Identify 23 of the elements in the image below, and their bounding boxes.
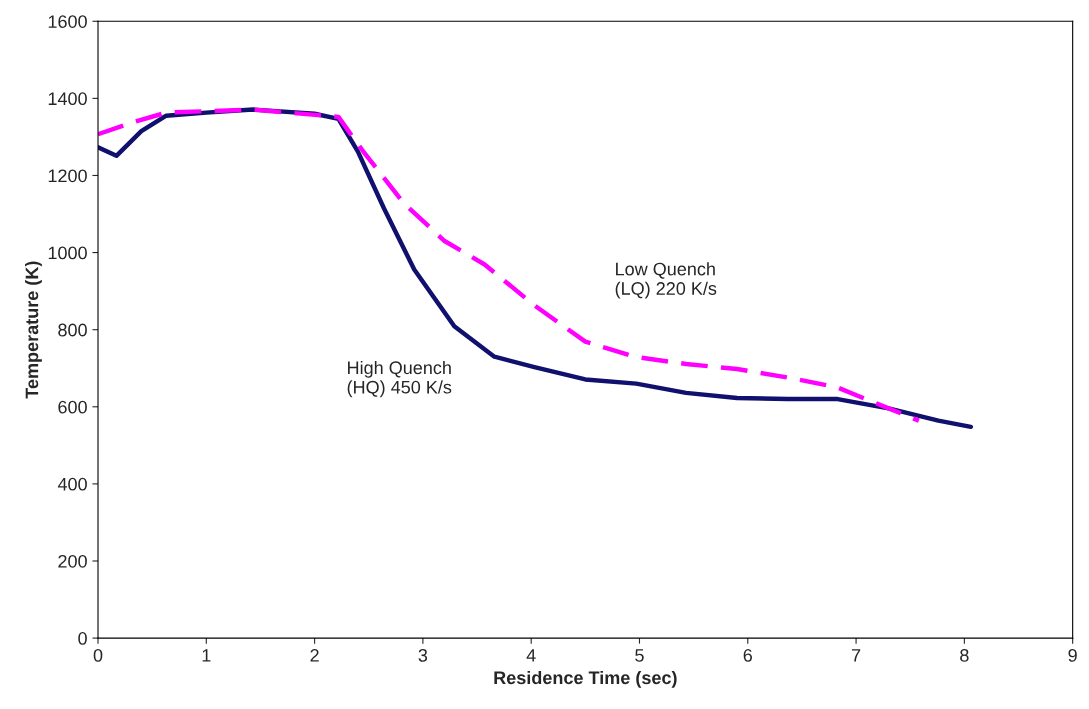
x-tick-label: 1: [202, 649, 211, 662]
y-tick-label: 0: [78, 632, 87, 645]
text: Low Quench (LQ) 220 K/s: [615, 262, 717, 299]
x-tick-label: 4: [526, 649, 536, 662]
x-tick-label: 6: [743, 648, 753, 662]
x-tick-label: 9: [1068, 648, 1077, 662]
series-label: High Quench (HQ) 450 K/s: [347, 360, 452, 398]
y-tick-label: 200: [58, 554, 87, 568]
x-tick-label: 3: [418, 648, 428, 662]
y-tick-label: 1600: [48, 15, 87, 28]
x-tick-label: 7: [851, 649, 861, 662]
y-tick-label: 400: [57, 477, 87, 491]
y-tick-label: 1000: [48, 246, 87, 260]
y-tick-label: 600: [58, 400, 87, 414]
y-tick-label: 800: [58, 323, 87, 337]
x-tick-label: 2: [310, 648, 319, 662]
x-tick-label: 5: [635, 649, 644, 662]
y-axis-title: Temperature (K): [25, 261, 42, 399]
x-tick-label: 0: [93, 648, 103, 662]
y-tick-label: 1200: [48, 169, 87, 183]
y-tick-label: 1400: [48, 92, 87, 106]
x-tick-label: 8: [960, 648, 969, 662]
x-axis-title: Residence Time (sec): [494, 670, 677, 688]
